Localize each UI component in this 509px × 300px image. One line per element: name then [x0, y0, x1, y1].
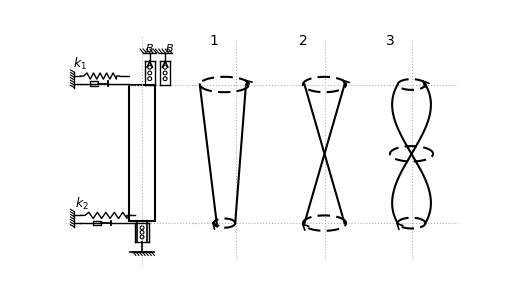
Bar	[93, 221, 101, 225]
Text: $B$: $B$	[165, 42, 174, 54]
Text: 1: 1	[209, 34, 218, 48]
Bar	[90, 81, 98, 86]
Text: 2: 2	[299, 34, 307, 48]
Text: $k_2$: $k_2$	[75, 196, 89, 212]
Text: $k_1$: $k_1$	[73, 56, 87, 72]
Text: $B$: $B$	[145, 42, 154, 54]
Bar	[129, 85, 155, 221]
Text: 3: 3	[385, 34, 393, 48]
